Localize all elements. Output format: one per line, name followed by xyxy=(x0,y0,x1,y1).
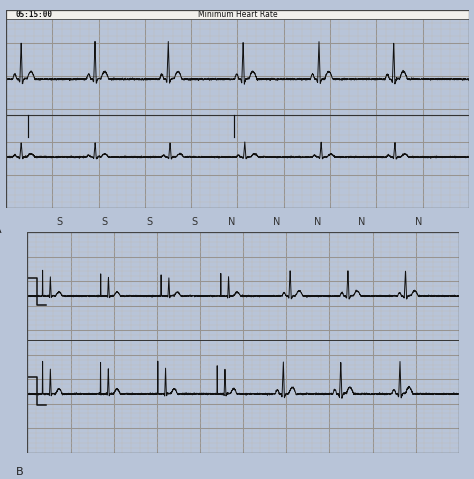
Text: N: N xyxy=(358,217,365,227)
Text: S: S xyxy=(57,217,63,227)
Text: S: S xyxy=(191,217,197,227)
Text: N: N xyxy=(314,217,321,227)
Text: N: N xyxy=(273,217,281,227)
Text: N: N xyxy=(228,217,235,227)
Text: N: N xyxy=(416,217,423,227)
Text: 05:15:00: 05:15:00 xyxy=(16,10,53,19)
Bar xyxy=(6,10,469,19)
Text: A: A xyxy=(0,225,2,235)
Text: B: B xyxy=(16,467,23,477)
Text: S: S xyxy=(146,217,152,227)
Text: Minimum Heart Rate: Minimum Heart Rate xyxy=(198,10,277,19)
Text: S: S xyxy=(101,217,107,227)
